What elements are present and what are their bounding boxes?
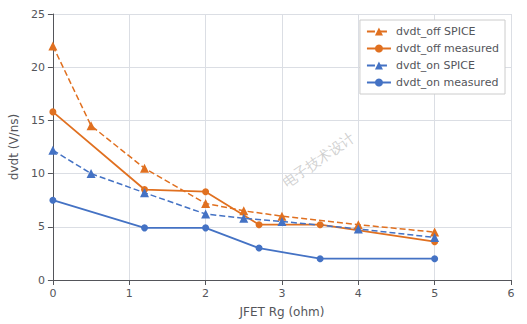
svg-text:dvdt_off measured: dvdt_off measured [396,42,499,55]
svg-text:dvdt_off SPICE: dvdt_off SPICE [396,25,476,38]
svg-text:15: 15 [31,114,45,127]
svg-text:2: 2 [202,287,209,300]
svg-text:3: 3 [278,287,285,300]
svg-text:JFET Rg (ohm): JFET Rg (ohm) [238,305,324,319]
svg-text:dvdt (V/ns): dvdt (V/ns) [7,114,21,180]
svg-text:25: 25 [31,8,45,21]
svg-text:电子技术设计: 电子技术设计 [279,130,357,191]
svg-text:dvdt_on measured: dvdt_on measured [396,76,498,89]
svg-text:5: 5 [431,287,438,300]
svg-text:4: 4 [355,287,362,300]
svg-text:6: 6 [508,287,515,300]
svg-text:5: 5 [38,220,45,233]
svg-text:10: 10 [31,167,45,180]
svg-text:dvdt_on SPICE: dvdt_on SPICE [396,59,475,72]
svg-text:20: 20 [31,61,45,74]
svg-text:1: 1 [126,287,133,300]
svg-text:0: 0 [38,274,45,287]
svg-text:0: 0 [49,287,56,300]
